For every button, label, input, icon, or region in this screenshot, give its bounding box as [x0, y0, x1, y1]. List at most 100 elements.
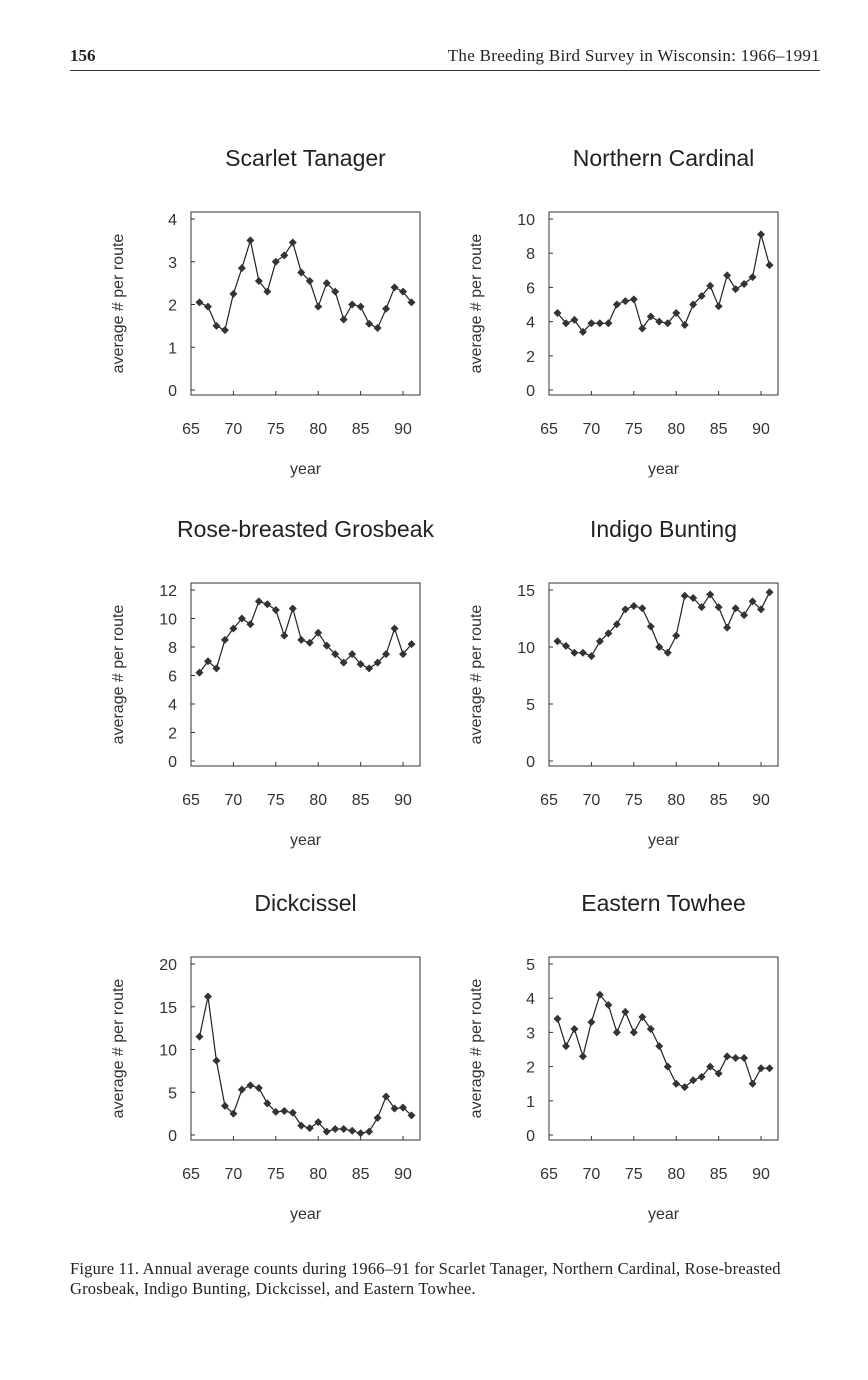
data-point [331, 1125, 340, 1134]
data-point [731, 1054, 740, 1063]
y-tick-label: 4 [168, 212, 177, 229]
data-point [254, 597, 263, 606]
x-tick-label: 75 [267, 421, 285, 438]
data-point [195, 1032, 204, 1041]
y-axis-label: average # per route [468, 234, 485, 374]
data-point [399, 287, 408, 296]
page-number: 156 [70, 46, 96, 65]
data-point [689, 300, 698, 309]
data-point [697, 291, 706, 300]
data-point [672, 309, 681, 318]
data-point [280, 1107, 289, 1116]
y-tick-label: 0 [526, 1128, 535, 1145]
data-point [407, 640, 416, 649]
data-point [646, 1024, 655, 1033]
data-point [297, 268, 306, 277]
data-point [237, 264, 246, 273]
series-line [556, 993, 770, 1088]
data-point [382, 1092, 391, 1101]
data-point [220, 635, 229, 644]
data-point [246, 1081, 255, 1090]
data-point [322, 641, 331, 650]
x-tick-label: 90 [752, 421, 770, 438]
data-point [356, 302, 365, 311]
x-axis-label: year [290, 461, 322, 478]
y-tick-label: 10 [159, 612, 177, 629]
data-point [407, 298, 416, 307]
data-point [195, 298, 204, 307]
data-point [280, 251, 289, 260]
chart-panel: Dickcissel 0 5 10 15 20 65 70 75 80 85 90 year averag… [110, 890, 421, 1223]
data-point [399, 650, 408, 659]
data-point [748, 273, 757, 282]
y-tick-label: 1 [526, 1094, 535, 1111]
plot-frame [190, 211, 421, 396]
x-tick-label: 65 [540, 792, 558, 809]
data-point [254, 276, 263, 285]
data-point [706, 281, 715, 290]
y-tick-label: 10 [517, 212, 535, 229]
data-point [348, 300, 357, 309]
data-point [212, 664, 221, 673]
data-point [740, 1054, 749, 1063]
data-point [561, 641, 570, 650]
data-point [271, 605, 280, 614]
data-point [382, 304, 391, 313]
y-axis-label: average # per route [468, 979, 485, 1119]
x-axis-label: year [648, 461, 680, 478]
running-title: The Breeding Bird Survey in Wisconsin: 1… [447, 46, 820, 65]
y-tick-label: 0 [168, 754, 177, 771]
chart-panel: Eastern Towhee 0 1 2 3 4 5 65 70 75 80 85 90 year aver… [468, 890, 779, 1223]
data-point [220, 1101, 229, 1110]
data-point [723, 271, 732, 280]
data-point [714, 302, 723, 311]
chart-title: Northern Cardinal [573, 145, 755, 171]
data-point [587, 1018, 596, 1027]
chart-title: Indigo Bunting [590, 516, 737, 542]
plot-frame [190, 956, 421, 1141]
data-point [331, 650, 340, 659]
header-rule [70, 70, 820, 71]
y-tick-label: 4 [526, 991, 535, 1008]
y-tick-label: 3 [526, 1025, 535, 1042]
data-point [288, 238, 297, 247]
data-point [757, 1064, 766, 1073]
data-point [314, 302, 323, 311]
data-point [612, 620, 621, 629]
x-axis-label: year [290, 1206, 322, 1223]
data-point [297, 1121, 306, 1130]
x-tick-label: 70 [225, 792, 243, 809]
x-tick-label: 70 [583, 1166, 601, 1183]
x-tick-label: 85 [710, 1166, 728, 1183]
x-tick-label: 85 [710, 792, 728, 809]
data-point [271, 257, 280, 266]
data-point [578, 1052, 587, 1061]
data-point [561, 319, 570, 328]
y-tick-label: 5 [168, 1085, 177, 1102]
y-tick-label: 2 [168, 298, 177, 315]
x-axis-label: year [648, 1206, 680, 1223]
x-axis-label: year [290, 832, 322, 849]
data-point [689, 593, 698, 602]
data-point [212, 321, 221, 330]
data-point [655, 1042, 664, 1051]
data-point [356, 660, 365, 669]
y-tick-label: 6 [168, 669, 177, 686]
x-tick-label: 65 [182, 1166, 200, 1183]
y-tick-label: 8 [526, 246, 535, 263]
data-point [229, 624, 238, 633]
data-point [373, 324, 382, 333]
data-point [553, 637, 562, 646]
x-tick-label: 70 [583, 421, 601, 438]
x-tick-label: 70 [583, 792, 601, 809]
y-axis-label: average # per route [468, 605, 485, 745]
x-tick-label: 85 [352, 421, 370, 438]
data-point [663, 1062, 672, 1071]
data-point [553, 1014, 562, 1023]
y-tick-label: 20 [159, 957, 177, 974]
x-axis-label: year [648, 832, 680, 849]
y-tick-label: 1 [168, 340, 177, 357]
data-point [356, 1129, 365, 1138]
x-tick-label: 65 [540, 421, 558, 438]
